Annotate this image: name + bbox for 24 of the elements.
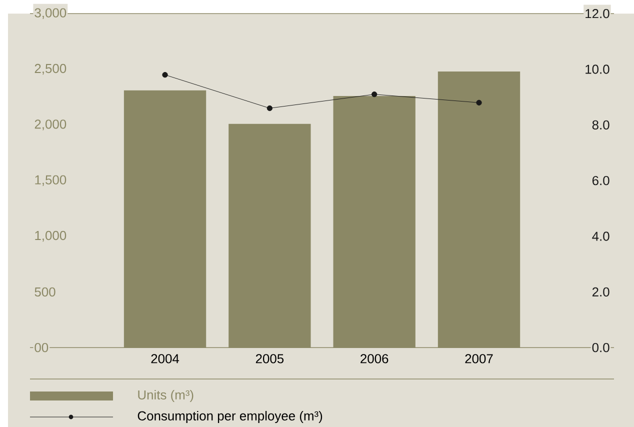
text: Units (m³)	[138, 390, 194, 402]
y-tick-label: 2,000	[34, 120, 66, 130]
point	[372, 91, 378, 98]
y2-tick-label: 10.0	[586, 64, 610, 74]
y2-tick-label: 12.0	[586, 9, 610, 18]
text: Consumption per employee (m³)	[138, 410, 322, 424]
y2-tick-label: 6.0	[592, 176, 610, 186]
point	[476, 100, 482, 106]
y2-tick-label: 2.0	[592, 287, 610, 297]
y2-tick-label: 0.0	[592, 343, 610, 352]
x-tick-label: 2005	[256, 354, 284, 364]
y2-tick-label: 8.0	[592, 120, 610, 130]
y-tick-label: 3,000	[34, 8, 66, 19]
point	[162, 72, 168, 78]
x-tick-label: 2004	[151, 354, 180, 364]
point	[266, 105, 273, 112]
y-tick-label: 1,500	[35, 175, 66, 186]
y-tick-label: 00	[34, 343, 48, 352]
y-tick-label: 2,500	[34, 64, 66, 75]
x-tick-label: 2007	[465, 354, 493, 364]
x-tick-label: 2006	[360, 354, 388, 364]
y-tick-label: 1,000	[35, 230, 66, 242]
y-tick-label: 500	[34, 287, 56, 297]
y2-tick-label: 4.0	[592, 232, 610, 241]
